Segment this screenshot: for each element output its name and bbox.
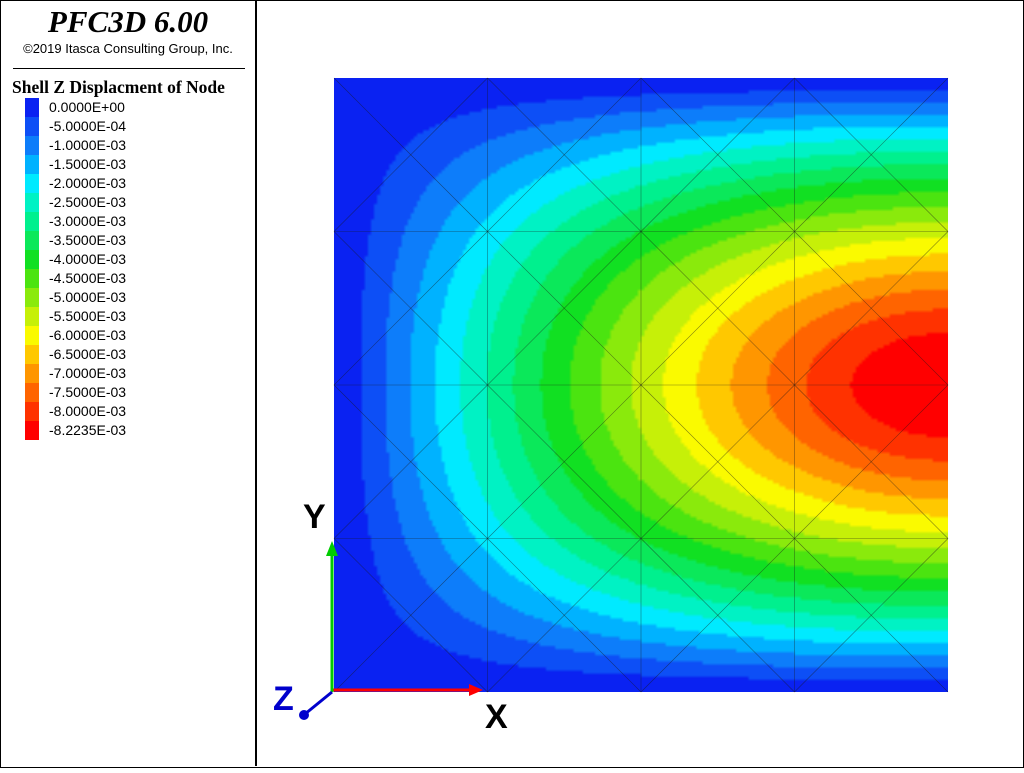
legend-swatch xyxy=(25,269,39,288)
mesh-line xyxy=(640,231,795,386)
legend-label: -2.5000E-03 xyxy=(49,194,127,210)
z-axis-tip xyxy=(299,710,309,720)
y-axis-label: Y xyxy=(303,498,326,536)
legend-label: 0.0000E+00 xyxy=(49,99,125,115)
legend-swatch xyxy=(25,421,39,440)
legend-swatch xyxy=(25,136,39,155)
mesh-line xyxy=(794,77,949,232)
y-axis-arrowhead xyxy=(326,541,338,556)
legend-label: -1.0000E-03 xyxy=(49,137,127,153)
mesh-line xyxy=(487,384,642,539)
legend-swatch xyxy=(25,193,39,212)
legend-label: -7.5000E-03 xyxy=(49,384,127,400)
legend-swatch xyxy=(25,250,39,269)
mesh-line xyxy=(333,384,488,539)
mesh-grid xyxy=(333,77,949,693)
legend-swatch xyxy=(25,174,39,193)
legend-swatch xyxy=(25,288,39,307)
legend-label: -5.5000E-03 xyxy=(49,308,127,324)
legend-label: -5.0000E-04 xyxy=(49,118,127,134)
x-axis-arrowhead xyxy=(469,684,483,696)
axis-triad: X Y Z xyxy=(273,498,508,736)
legend-swatch xyxy=(25,307,39,326)
x-axis-label: X xyxy=(485,698,508,736)
legend-label: -8.0000E-03 xyxy=(49,403,127,419)
mesh-line xyxy=(487,538,642,693)
mesh-line xyxy=(794,384,949,539)
z-axis-label: Z xyxy=(273,680,294,718)
legend-title: Shell Z Displacment of Node xyxy=(12,77,225,97)
legend-label: -4.5000E-03 xyxy=(49,270,127,286)
legend-label: -5.0000E-03 xyxy=(49,289,127,305)
legend-swatch xyxy=(25,364,39,383)
contour-plot[interactable]: X Y Z xyxy=(257,0,1024,768)
mesh-line xyxy=(487,231,642,386)
legend-swatch xyxy=(25,231,39,250)
mesh-line xyxy=(640,77,795,232)
legend-swatch xyxy=(25,402,39,421)
legend-label: -2.0000E-03 xyxy=(49,175,127,191)
copyright-text: ©2019 Itasca Consulting Group, Inc. xyxy=(23,41,233,56)
legend-label: -3.0000E-03 xyxy=(49,213,127,229)
legend-label: -8.2235E-03 xyxy=(49,422,127,438)
plot-area[interactable]: X Y Z xyxy=(257,0,1024,768)
title-divider xyxy=(13,68,245,69)
legend-label: -7.0000E-03 xyxy=(49,365,127,381)
legend-swatch xyxy=(25,155,39,174)
legend-swatch xyxy=(25,326,39,345)
z-axis-arrow xyxy=(304,690,333,716)
legend-swatch xyxy=(25,98,39,117)
legend-swatch xyxy=(25,345,39,364)
legend-label: -1.5000E-03 xyxy=(49,156,127,172)
mesh-line xyxy=(333,77,488,232)
legend-label: -6.5000E-03 xyxy=(49,346,127,362)
mesh-line xyxy=(333,538,488,693)
mesh-line xyxy=(794,538,949,693)
app-title: PFC3D 6.00 xyxy=(47,4,209,39)
legend-label: -4.0000E-03 xyxy=(49,251,127,267)
legend-panel: PFC3D 6.00 ©2019 Itasca Consulting Group… xyxy=(1,1,257,766)
mesh-line xyxy=(794,231,949,386)
mesh-line xyxy=(640,384,795,539)
legend-label: -6.0000E-03 xyxy=(49,327,127,343)
mesh-line xyxy=(640,538,795,693)
legend-swatch xyxy=(25,212,39,231)
mesh-line xyxy=(487,77,642,232)
legend-swatch xyxy=(25,117,39,136)
mesh-line xyxy=(333,231,488,386)
legend-label: -3.5000E-03 xyxy=(49,232,127,248)
legend-swatch xyxy=(25,383,39,402)
